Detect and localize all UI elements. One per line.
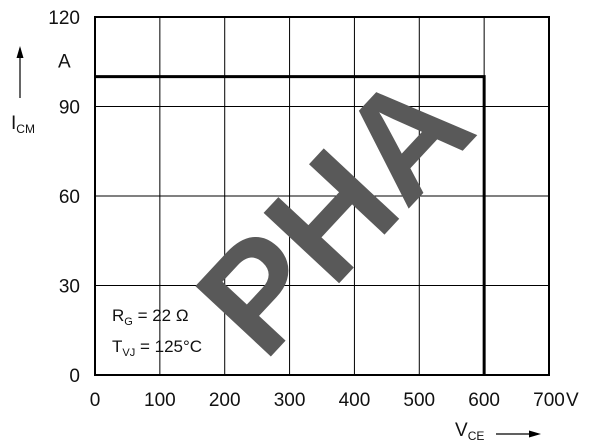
- watermark: PHA: [165, 39, 504, 385]
- x-axis-label-main: V: [455, 420, 468, 441]
- x-tick-label: 700: [533, 390, 565, 411]
- data-series: [95, 75, 486, 375]
- x-tick-label: 0: [90, 390, 101, 411]
- y-axis-label: ICM: [11, 46, 35, 136]
- y-arrow-head: [16, 46, 24, 58]
- svg-text:TVJ = 125°C: TVJ = 125°C: [112, 337, 202, 359]
- svg-text:RG = 22 Ω: RG = 22 Ω: [112, 306, 189, 328]
- x-axis-label: VCE: [455, 420, 541, 443]
- x-unit-label: V: [566, 390, 579, 411]
- x-tick-label: 200: [209, 390, 241, 411]
- x-tick-label: 500: [403, 390, 435, 411]
- y-tick-label: 0: [69, 366, 80, 387]
- annotation-tvj-sub: VJ: [122, 347, 135, 359]
- svg-text:VCE: VCE: [455, 420, 484, 443]
- annotation-rg-sub: G: [124, 316, 133, 328]
- x-arrow-head: [529, 430, 541, 438]
- x-axis-label-sub: CE: [468, 429, 485, 443]
- x-tick-labels: 0 100 200 300 400 500 600 700: [90, 390, 565, 411]
- x-tick-label: 300: [274, 390, 306, 411]
- y-tick-labels: 0 30 60 90 120: [48, 8, 80, 387]
- annotation-rg-main: R: [112, 306, 124, 325]
- y-tick-label: 30: [59, 277, 80, 298]
- y-axis-label-sub: CM: [16, 122, 35, 136]
- x-tick-label: 400: [339, 390, 371, 411]
- y-unit-label: A: [58, 52, 71, 73]
- series-line: [95, 75, 486, 375]
- x-tick-label: 600: [468, 390, 500, 411]
- y-tick-label: 120: [48, 8, 80, 29]
- svg-text:ICM: ICM: [11, 113, 35, 136]
- y-tick-label: 60: [59, 187, 80, 208]
- annotation-tvj-main: T: [112, 337, 122, 356]
- annotation-tvj: TVJ = 125°C: [112, 337, 202, 359]
- x-tick-label: 100: [144, 390, 176, 411]
- annotation-rg-rest: = 22 Ω: [133, 306, 189, 325]
- plot-area-frame: [94, 16, 550, 376]
- annotation-rg: RG = 22 Ω: [112, 306, 189, 328]
- annotation-tvj-rest: = 125°C: [135, 337, 202, 356]
- y-axis-label-main: I: [11, 113, 16, 134]
- y-tick-label: 90: [59, 98, 80, 119]
